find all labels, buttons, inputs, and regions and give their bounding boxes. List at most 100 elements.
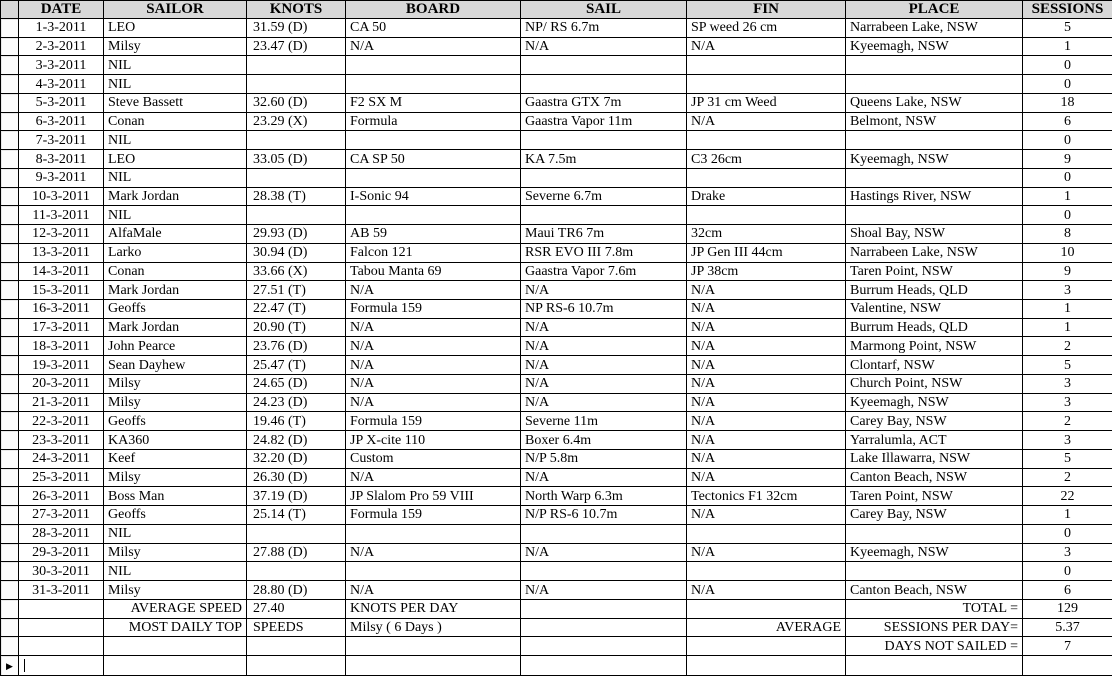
- cell-fin[interactable]: N/A: [686, 411, 846, 432]
- row-selector[interactable]: [0, 299, 19, 319]
- cell-sailor[interactable]: NIL: [103, 205, 247, 226]
- cell-sail[interactable]: [520, 167, 687, 188]
- row-selector[interactable]: [0, 392, 19, 413]
- table-row[interactable]: 1-3-2011 LEO 31.59 (D) CA 50 NP/ RS 6.7m…: [0, 18, 1112, 38]
- cell-place[interactable]: Hastings River, NSW: [845, 186, 1023, 207]
- cell-sail[interactable]: [520, 523, 687, 544]
- cell-knots[interactable]: 37.19 (D): [246, 486, 346, 507]
- cell-sailor[interactable]: Mark Jordan: [103, 186, 247, 207]
- row-selector[interactable]: [0, 636, 19, 657]
- new-record-row[interactable]: ▶: [0, 655, 1112, 676]
- row-selector[interactable]: [0, 411, 19, 432]
- table-row[interactable]: 3-3-2011 NIL 0: [0, 55, 1112, 76]
- cell-knots[interactable]: 24.23 (D): [246, 392, 346, 413]
- cell-fin[interactable]: [686, 167, 846, 188]
- table-row[interactable]: 16-3-2011 Geoffs 22.47 (T) Formula 159 N…: [0, 299, 1112, 319]
- cell-fin[interactable]: [686, 598, 846, 619]
- cell-sessions[interactable]: 2: [1022, 411, 1112, 432]
- cell-sailor[interactable]: NIL: [103, 167, 247, 188]
- row-selector[interactable]: [0, 74, 19, 94]
- cell-sessions[interactable]: 3: [1022, 542, 1112, 563]
- cell-sailor[interactable]: KA360: [103, 430, 247, 450]
- column-header-sailor[interactable]: SAILOR: [103, 0, 247, 19]
- cell-place[interactable]: Lake Illawarra, NSW: [845, 448, 1023, 469]
- cell-sailor[interactable]: Geoffs: [103, 411, 247, 432]
- row-selector[interactable]: [0, 617, 19, 638]
- cell-date[interactable]: 13-3-2011: [18, 242, 104, 263]
- row-selector[interactable]: [0, 111, 19, 132]
- cell-sail[interactable]: N/A: [520, 280, 687, 301]
- summary-row-most-daily-top[interactable]: MOST DAILY TOP SPEEDS Milsy ( 6 Days ) A…: [0, 617, 1112, 638]
- cell-date[interactable]: 7-3-2011: [18, 130, 104, 151]
- cell-sessions[interactable]: 0: [1022, 523, 1112, 544]
- cell-sail[interactable]: Severne 11m: [520, 411, 687, 432]
- row-selector[interactable]: [0, 598, 19, 619]
- cell-sail[interactable]: [520, 655, 687, 676]
- cell-sessions[interactable]: 0: [1022, 55, 1112, 76]
- most-daily-top-value[interactable]: Milsy ( 6 Days ): [345, 617, 521, 638]
- cell-place[interactable]: Kyeemagh, NSW: [845, 149, 1023, 169]
- cell-knots[interactable]: 33.66 (X): [246, 261, 346, 282]
- row-selector[interactable]: [0, 149, 19, 169]
- cell-sessions[interactable]: 1: [1022, 317, 1112, 338]
- column-header-board[interactable]: BOARD: [345, 0, 521, 19]
- table-row[interactable]: 31-3-2011 Milsy 28.80 (D) N/A N/A N/A Ca…: [0, 580, 1112, 600]
- cell-knots[interactable]: 25.14 (T): [246, 505, 346, 525]
- cell-date[interactable]: 4-3-2011: [18, 74, 104, 94]
- cell-sail[interactable]: RSR EVO III 7.8m: [520, 242, 687, 263]
- cell-sail[interactable]: N/P RS-6 10.7m: [520, 505, 687, 525]
- row-selector[interactable]: [0, 130, 19, 151]
- cell-knots[interactable]: 26.30 (D): [246, 467, 346, 488]
- cell-sailor[interactable]: Sean Dayhew: [103, 355, 247, 375]
- cell-sessions[interactable]: 6: [1022, 111, 1112, 132]
- table-row[interactable]: 11-3-2011 NIL 0: [0, 205, 1112, 226]
- cell-place[interactable]: [845, 205, 1023, 226]
- cell-board[interactable]: [345, 167, 521, 188]
- table-row[interactable]: 29-3-2011 Milsy 27.88 (D) N/A N/A N/A Ky…: [0, 542, 1112, 563]
- cell-place[interactable]: Kyeemagh, NSW: [845, 36, 1023, 57]
- cell-knots[interactable]: 33.05 (D): [246, 149, 346, 169]
- cell-sailor[interactable]: Larko: [103, 242, 247, 263]
- cell-date[interactable]: 20-3-2011: [18, 373, 104, 394]
- cell-date[interactable]: 24-3-2011: [18, 448, 104, 469]
- cell-fin[interactable]: JP 31 cm Weed: [686, 92, 846, 113]
- table-row[interactable]: 9-3-2011 NIL 0: [0, 167, 1112, 188]
- row-selector[interactable]: [0, 317, 19, 338]
- knots-per-day-label[interactable]: KNOTS PER DAY: [345, 598, 521, 619]
- cell-place[interactable]: Kyeemagh, NSW: [845, 392, 1023, 413]
- cell-knots[interactable]: 19.46 (T): [246, 411, 346, 432]
- table-row[interactable]: 23-3-2011 KA360 24.82 (D) JP X-cite 110 …: [0, 430, 1112, 450]
- cell-fin[interactable]: N/A: [686, 317, 846, 338]
- cell-sail[interactable]: NP RS-6 10.7m: [520, 299, 687, 319]
- most-daily-top-label[interactable]: MOST DAILY TOP: [103, 617, 247, 638]
- cell-knots[interactable]: [246, 167, 346, 188]
- cell-fin[interactable]: SP weed 26 cm: [686, 18, 846, 38]
- cell-sail[interactable]: [520, 55, 687, 76]
- cell-sail[interactable]: N/A: [520, 580, 687, 600]
- cell-board[interactable]: N/A: [345, 36, 521, 57]
- sessions-per-day-value[interactable]: 5.37: [1022, 617, 1112, 638]
- cell-sailor[interactable]: LEO: [103, 18, 247, 38]
- cell-sailor[interactable]: LEO: [103, 149, 247, 169]
- cell-place[interactable]: Church Point, NSW: [845, 373, 1023, 394]
- cell-date[interactable]: 6-3-2011: [18, 111, 104, 132]
- cell-sessions[interactable]: 18: [1022, 92, 1112, 113]
- cell-board[interactable]: Formula 159: [345, 505, 521, 525]
- cell-sailor[interactable]: Boss Man: [103, 486, 247, 507]
- table-row[interactable]: 30-3-2011 NIL 0: [0, 561, 1112, 582]
- cell-sail[interactable]: [520, 636, 687, 657]
- cell-date[interactable]: [18, 617, 104, 638]
- cell-place[interactable]: Taren Point, NSW: [845, 486, 1023, 507]
- row-selector[interactable]: [0, 186, 19, 207]
- row-selector[interactable]: [0, 92, 19, 113]
- cell-knots[interactable]: [246, 523, 346, 544]
- cell-board[interactable]: CA SP 50: [345, 149, 521, 169]
- table-row[interactable]: 20-3-2011 Milsy 24.65 (D) N/A N/A N/A Ch…: [0, 373, 1112, 394]
- cell-place[interactable]: Kyeemagh, NSW: [845, 542, 1023, 563]
- cell-knots[interactable]: 27.88 (D): [246, 542, 346, 563]
- table-row[interactable]: 7-3-2011 NIL 0: [0, 130, 1112, 151]
- cell-date[interactable]: 27-3-2011: [18, 505, 104, 525]
- cell-sailor[interactable]: Steve Bassett: [103, 92, 247, 113]
- cell-sessions[interactable]: 0: [1022, 561, 1112, 582]
- cell-date[interactable]: 14-3-2011: [18, 261, 104, 282]
